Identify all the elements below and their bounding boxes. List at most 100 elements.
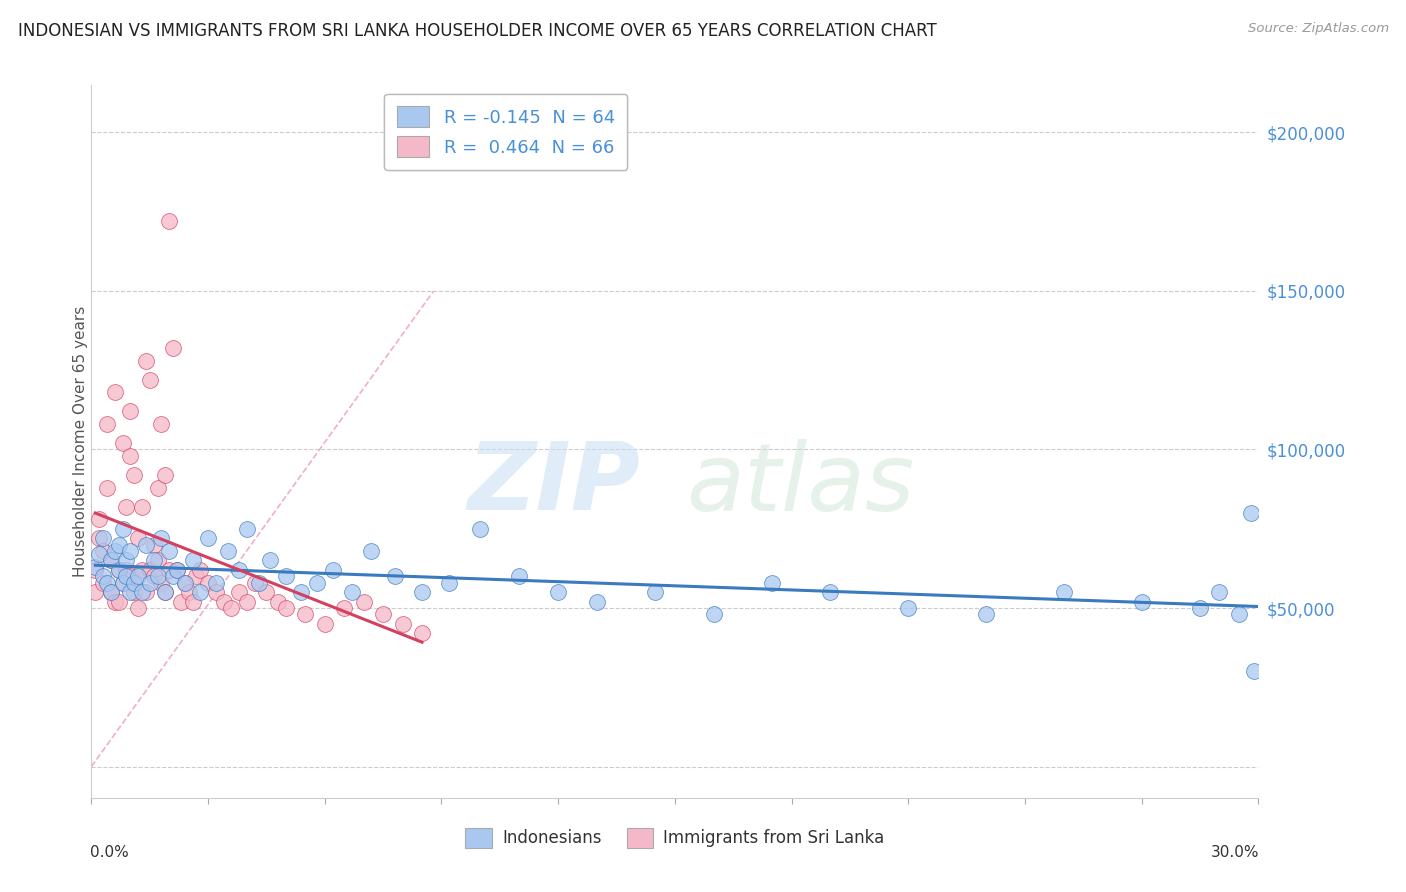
- Point: [820, 585, 842, 599]
- Point: [205, 585, 228, 599]
- Point: [761, 575, 783, 590]
- Point: [111, 522, 134, 536]
- Point: [104, 544, 127, 558]
- Point: [162, 341, 184, 355]
- Point: [274, 601, 297, 615]
- Point: [508, 569, 530, 583]
- Point: [115, 553, 138, 567]
- Point: [96, 481, 118, 495]
- Point: [186, 569, 208, 583]
- Point: [274, 569, 297, 583]
- Point: [1208, 585, 1230, 599]
- Point: [181, 553, 204, 567]
- Point: [127, 569, 149, 583]
- Point: [111, 575, 134, 590]
- Point: [897, 601, 920, 615]
- Point: [91, 569, 114, 583]
- Point: [470, 522, 492, 536]
- Point: [138, 373, 162, 387]
- Point: [107, 563, 129, 577]
- Point: [115, 563, 138, 577]
- Text: 30.0%: 30.0%: [1211, 845, 1260, 860]
- Point: [162, 569, 184, 583]
- Point: [100, 585, 122, 599]
- Point: [322, 563, 344, 577]
- Point: [1227, 607, 1250, 622]
- Point: [197, 531, 219, 545]
- Point: [131, 585, 153, 599]
- Point: [217, 544, 239, 558]
- Point: [84, 585, 107, 599]
- Point: [115, 569, 138, 583]
- Point: [197, 575, 219, 590]
- Point: [104, 385, 127, 400]
- Point: [188, 585, 211, 599]
- Point: [586, 595, 609, 609]
- Point: [360, 544, 382, 558]
- Point: [120, 569, 142, 583]
- Point: [267, 595, 290, 609]
- Point: [243, 575, 266, 590]
- Point: [115, 500, 138, 514]
- Point: [122, 585, 145, 599]
- Point: [411, 626, 433, 640]
- Point: [1130, 595, 1153, 609]
- Y-axis label: Householder Income Over 65 years: Householder Income Over 65 years: [73, 306, 87, 577]
- Point: [120, 585, 142, 599]
- Text: atlas: atlas: [686, 439, 915, 530]
- Point: [391, 616, 413, 631]
- Point: [111, 575, 134, 590]
- Point: [155, 467, 177, 482]
- Point: [205, 575, 228, 590]
- Point: [135, 353, 157, 368]
- Point: [146, 569, 169, 583]
- Point: [157, 563, 180, 577]
- Point: [181, 595, 204, 609]
- Point: [236, 522, 259, 536]
- Point: [259, 553, 281, 567]
- Point: [1243, 665, 1265, 679]
- Point: [644, 585, 666, 599]
- Point: [96, 417, 118, 431]
- Point: [212, 595, 235, 609]
- Point: [157, 214, 180, 228]
- Point: [188, 563, 211, 577]
- Point: [84, 563, 107, 577]
- Point: [91, 575, 114, 590]
- Point: [142, 569, 165, 583]
- Point: [122, 575, 145, 590]
- Legend: R = -0.145  N = 64, R =  0.464  N = 66: R = -0.145 N = 64, R = 0.464 N = 66: [384, 94, 627, 169]
- Point: [120, 404, 142, 418]
- Point: [89, 531, 111, 545]
- Point: [120, 449, 142, 463]
- Point: [371, 607, 394, 622]
- Point: [173, 575, 195, 590]
- Point: [89, 512, 111, 526]
- Point: [131, 563, 153, 577]
- Point: [91, 544, 114, 558]
- Point: [142, 553, 165, 567]
- Point: [111, 436, 134, 450]
- Point: [170, 595, 193, 609]
- Point: [96, 575, 118, 590]
- Text: ZIP: ZIP: [467, 438, 640, 531]
- Point: [131, 500, 153, 514]
- Point: [107, 595, 129, 609]
- Point: [138, 575, 162, 590]
- Point: [157, 544, 180, 558]
- Point: [120, 544, 142, 558]
- Point: [703, 607, 725, 622]
- Point: [228, 563, 250, 577]
- Point: [221, 601, 243, 615]
- Point: [166, 563, 188, 577]
- Point: [150, 417, 173, 431]
- Point: [411, 585, 433, 599]
- Point: [84, 559, 107, 574]
- Point: [173, 575, 195, 590]
- Point: [127, 531, 149, 545]
- Point: [150, 531, 173, 545]
- Text: INDONESIAN VS IMMIGRANTS FROM SRI LANKA HOUSEHOLDER INCOME OVER 65 YEARS CORRELA: INDONESIAN VS IMMIGRANTS FROM SRI LANKA …: [18, 22, 936, 40]
- Point: [142, 538, 165, 552]
- Point: [294, 607, 316, 622]
- Point: [1239, 506, 1261, 520]
